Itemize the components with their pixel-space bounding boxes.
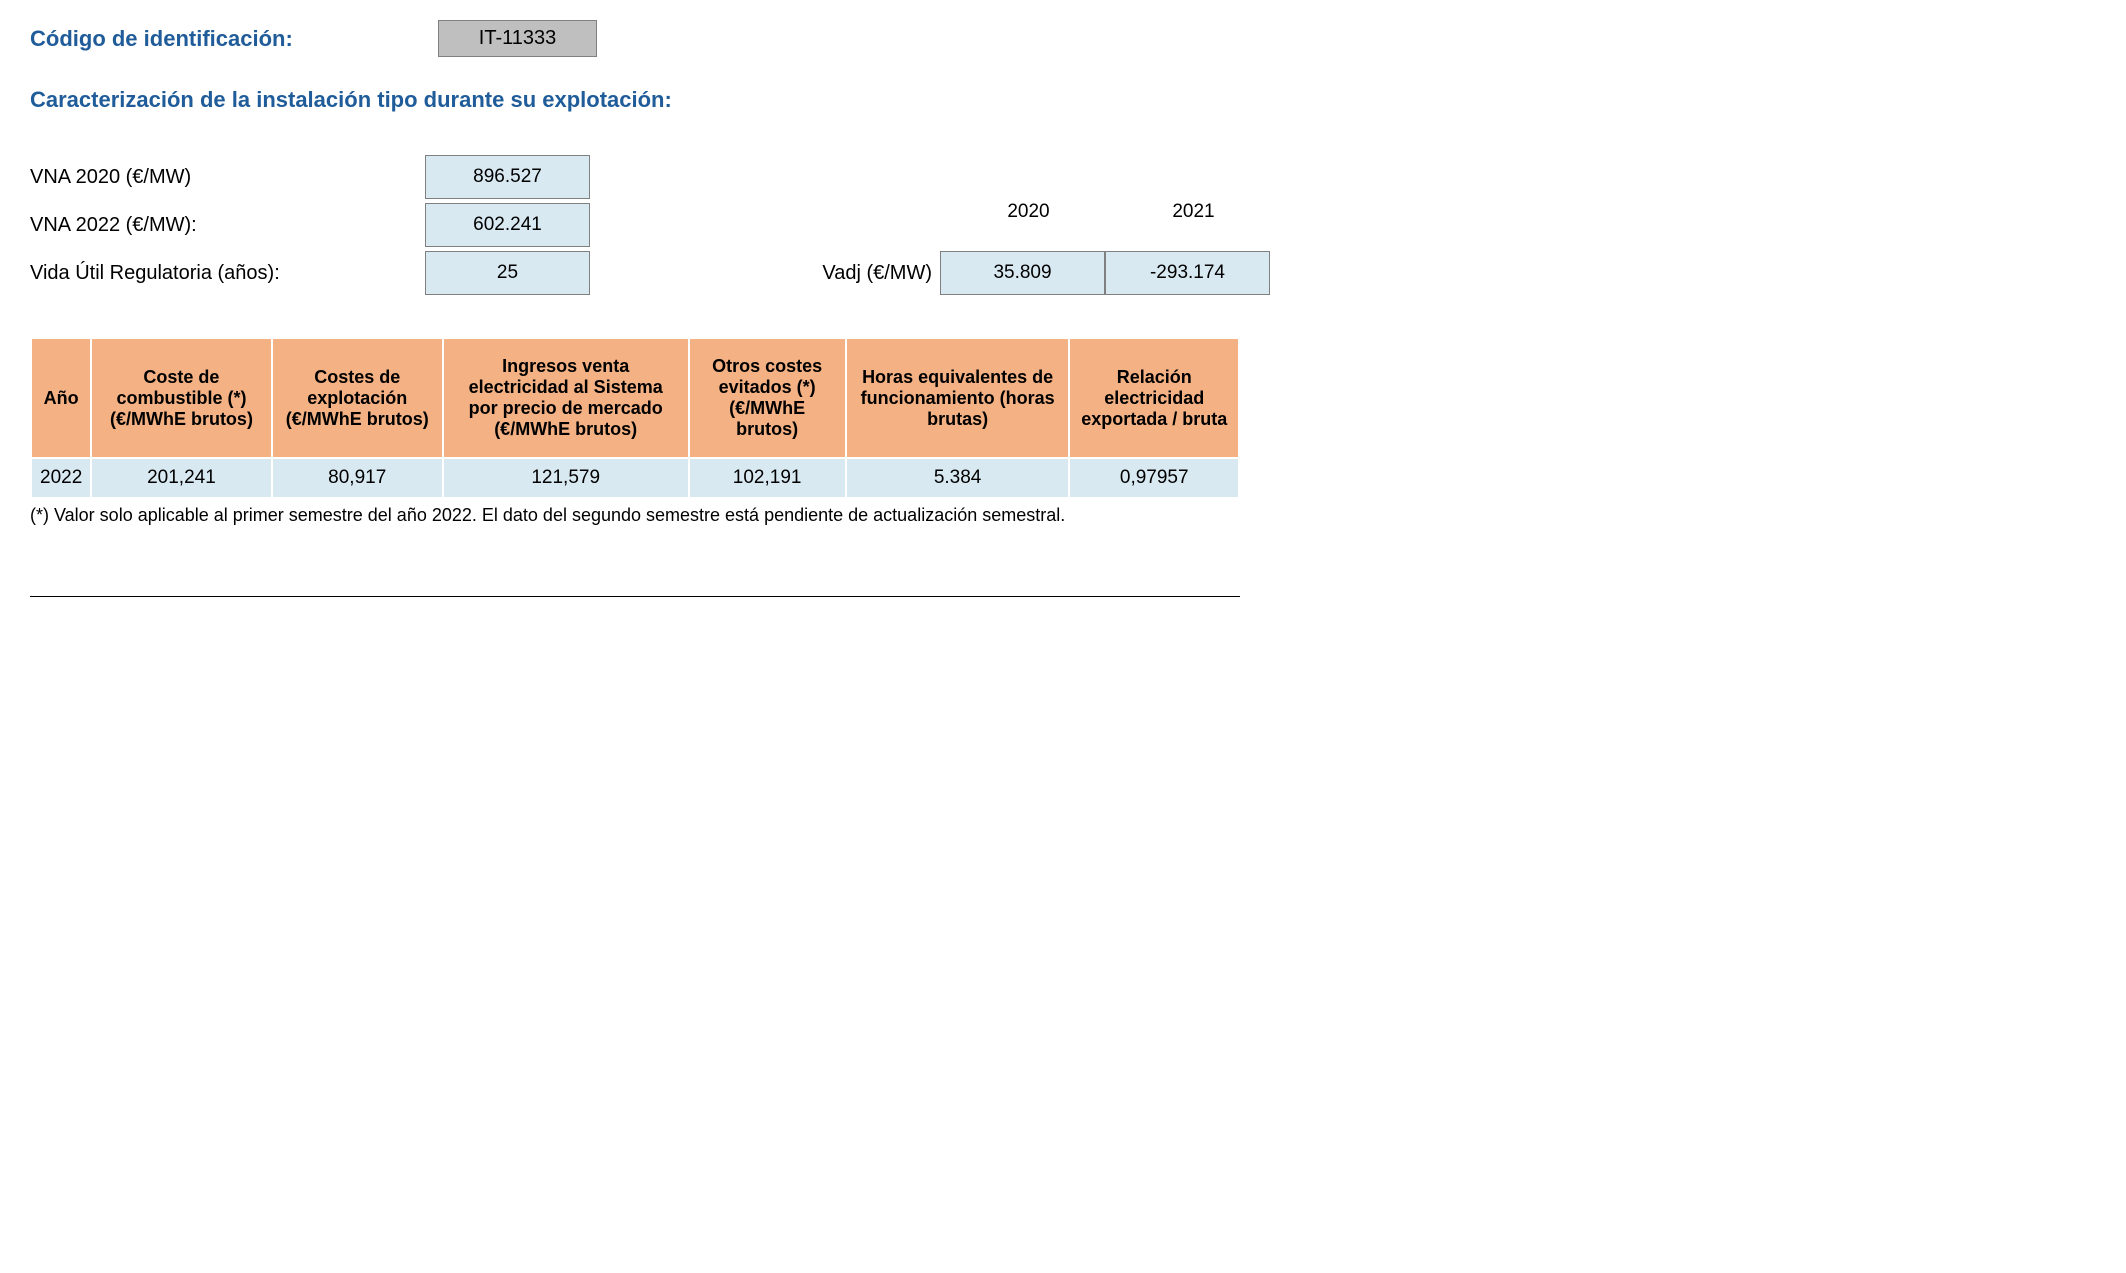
cell-sales-income: 121,579 <box>443 458 689 498</box>
vida-value: 25 <box>425 251 590 295</box>
vna2020-row: VNA 2020 (€/MW) 896.527 <box>30 153 2096 201</box>
cell-equiv-hours: 5.384 <box>846 458 1070 498</box>
cell-fuel-cost: 201,241 <box>91 458 271 498</box>
col-header-avoided-costs: Otros costes evitados (*) (€/MWhE brutos… <box>689 338 846 458</box>
vna2022-label: VNA 2022 (€/MW): <box>30 214 425 237</box>
col-header-equiv-hours: Horas equivalentes de funcionamiento (ho… <box>846 338 1070 458</box>
col-header-export-ratio: Relación electricidad exportada / bruta <box>1069 338 1239 458</box>
vna2020-label: VNA 2020 (€/MW) <box>30 166 425 189</box>
col-header-fuel-cost: Coste de combustible (*) (€/MWhE brutos) <box>91 338 271 458</box>
vadj-value-2021: -293.174 <box>1105 251 1270 295</box>
vadj-block: Vadj (€/MW) 35.809 -293.174 <box>810 251 1270 295</box>
footnote-text: (*) Valor solo aplicable al primer semes… <box>30 505 2096 526</box>
section-divider <box>30 596 1240 597</box>
col-header-sales-income: Ingresos venta electricidad al Sistema p… <box>443 338 689 458</box>
vida-label: Vida Útil Regulatoria (años): <box>30 262 425 285</box>
col-header-year: Año <box>31 338 91 458</box>
section-title: Caracterización de la instalación tipo d… <box>30 87 2096 113</box>
cell-operating-cost: 80,917 <box>272 458 443 498</box>
cell-avoided-costs: 102,191 <box>689 458 846 498</box>
main-data-table: Año Coste de combustible (*) (€/MWhE bru… <box>30 337 1240 499</box>
id-label: Código de identificación: <box>30 26 293 52</box>
vadj-label: Vadj (€/MW) <box>810 262 940 285</box>
vida-row: Vida Útil Regulatoria (años): 25 Vadj (€… <box>30 249 2096 297</box>
vna2022-value: 602.241 <box>425 203 590 247</box>
id-value-box: IT-11333 <box>438 20 597 57</box>
id-header-row: Código de identificación: IT-11333 <box>30 20 2096 57</box>
vadj-year-2021: 2021 <box>1111 201 1276 223</box>
vadj-year-headers: 2020 2021 <box>946 201 1276 223</box>
cell-year: 2022 <box>31 458 91 498</box>
col-header-operating-cost: Costes de explotación (€/MWhE brutos) <box>272 338 443 458</box>
cell-export-ratio: 0,97957 <box>1069 458 1239 498</box>
params-area: VNA 2020 (€/MW) 896.527 2020 2021 VNA 20… <box>30 153 2096 297</box>
table-header-row: Año Coste de combustible (*) (€/MWhE bru… <box>31 338 1239 458</box>
vadj-year-2020: 2020 <box>946 201 1111 223</box>
table-row: 2022 201,241 80,917 121,579 102,191 5.38… <box>31 458 1239 498</box>
vna2020-value: 896.527 <box>425 155 590 199</box>
vadj-value-2020: 35.809 <box>940 251 1105 295</box>
